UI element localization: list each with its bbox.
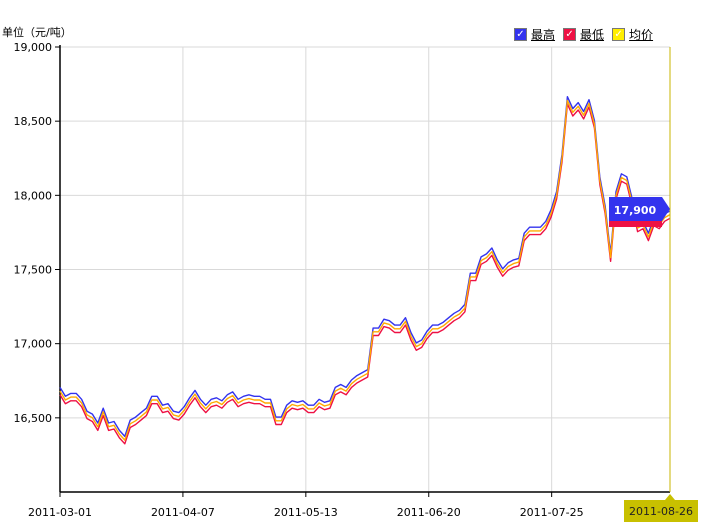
chart-cursor[interactable]: 2011-08-26 17,900 bbox=[609, 47, 698, 522]
series-line bbox=[59, 95, 671, 438]
y-axis-ticks: 16,500 17,000 17,500 18,000 18,500 19,000 bbox=[14, 41, 60, 425]
checkbox-icon[interactable]: ✓ bbox=[612, 28, 626, 41]
checkbox-icon[interactable]: ✓ bbox=[514, 28, 527, 41]
y-tick-label: 17,500 bbox=[14, 264, 53, 277]
y-tick-label: 19,000 bbox=[14, 41, 53, 54]
chart-legend: ✓ 最高 ✓ 最低 ✓ 均价 bbox=[514, 26, 653, 43]
checkbox-icon[interactable]: ✓ bbox=[563, 28, 577, 41]
legend-label-avg: 均价 bbox=[629, 28, 654, 42]
legend-item-low[interactable]: ✓ 最低 bbox=[563, 26, 604, 43]
tooltip-pointer bbox=[662, 197, 670, 221]
y-tick-label: 18,500 bbox=[14, 115, 53, 128]
cursor-date-pointer bbox=[665, 494, 675, 500]
tooltip-underbar bbox=[609, 221, 662, 227]
x-axis-ticks: 2011-03-01 2011-04-07 2011-05-13 2011-06-20… bbox=[28, 492, 584, 519]
legend-label-high: 最高 bbox=[531, 28, 556, 42]
y-tick-label: 18,000 bbox=[14, 189, 53, 202]
x-tick-label: 2011-03-01 bbox=[28, 506, 92, 519]
chart-grid bbox=[59, 46, 670, 492]
series-line bbox=[59, 103, 671, 445]
legend-label-low: 最低 bbox=[580, 28, 605, 42]
chart-series bbox=[59, 95, 671, 445]
legend-item-high[interactable]: ✓ 最高 bbox=[514, 26, 555, 43]
chart-axes bbox=[59, 45, 670, 493]
tooltip-value: 17,900 bbox=[614, 204, 657, 217]
x-tick-label: 2011-06-20 bbox=[397, 506, 461, 519]
cursor-date-label: 2011-08-26 bbox=[629, 505, 693, 518]
x-tick-label: 2011-04-07 bbox=[151, 506, 215, 519]
y-tick-label: 16,500 bbox=[14, 412, 53, 425]
y-tick-label: 17,000 bbox=[14, 338, 53, 351]
series-line bbox=[59, 99, 671, 441]
unit-label: 单位（元/吨） bbox=[2, 26, 72, 39]
x-tick-label: 2011-07-25 bbox=[520, 506, 584, 519]
legend-item-avg[interactable]: ✓ 均价 bbox=[612, 26, 653, 43]
tooltip-box bbox=[609, 197, 662, 221]
cursor-date-box bbox=[624, 500, 698, 522]
x-tick-label: 2011-05-13 bbox=[274, 506, 338, 519]
